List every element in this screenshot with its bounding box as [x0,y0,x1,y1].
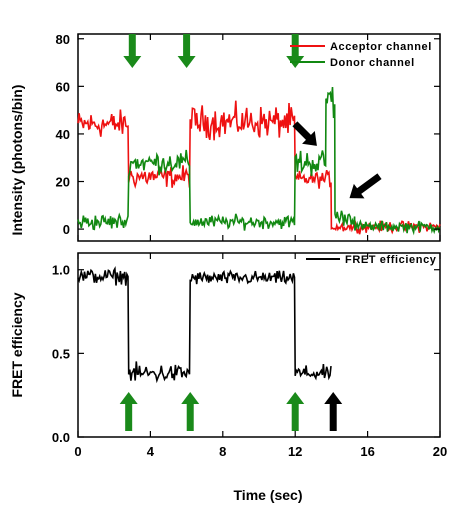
y-tick-label: 0.0 [52,430,70,445]
series-trace-acceptor-channel [77,100,441,235]
green-arrow-down-icon [286,34,305,68]
series-trace-fret-efficiency [77,266,332,384]
y-tick-label: 0 [63,222,70,237]
green-arrow-up-icon [181,392,200,431]
y-tick-label: 1.0 [52,263,70,278]
x-tick-label: 16 [360,444,374,459]
series-trace-donor-channel [77,86,441,236]
top-ylabel: Intensity (photons/bin) [9,85,25,236]
top-annotations [123,34,382,199]
bottom-xlabel: Time (sec) [234,487,303,503]
bottom-panel: 0.0 0.5 1.0 0 4 8 12 16 20 FRET efficiency FRET … [9,252,447,503]
x-tick-label: 20 [433,444,447,459]
black-arrow-icon [292,121,317,146]
top-axes-group: 0 20 40 60 80 [56,32,441,241]
top-panel: 0 20 40 60 80 Acceptor channel Donor channel… [9,32,441,242]
bottom-annotations [119,392,343,431]
x-tick-label: 12 [288,444,302,459]
bottom-plot-frame [77,252,441,438]
green-arrow-down-icon [123,34,142,68]
green-arrow-up-icon [119,392,138,431]
black-arrow-icon [349,173,382,199]
green-arrow-down-icon [177,34,196,68]
legend-label-donor: Donor channel [330,57,415,69]
legend-label-fret: FRET efficiency [345,254,437,266]
black-arrow-up-icon [324,392,343,431]
bottom-axes-group: 0.0 0.5 1.0 0 4 8 12 16 20 [52,253,447,459]
bottom-legend: FRET efficiency [306,254,437,266]
y-tick-label: 40 [56,127,70,142]
x-tick-label: 0 [74,444,81,459]
y-tick-label: 60 [56,79,70,94]
legend-label-acceptor: Acceptor channel [330,41,432,53]
bottom-ylabel: FRET efficiency [9,292,25,397]
green-arrow-up-icon [286,392,305,431]
x-tick-label: 4 [147,444,155,459]
x-tick-label: 8 [219,444,226,459]
bottom-series-group [77,266,332,384]
top-legend: Acceptor channel Donor channel [290,41,432,69]
top-series-group [77,86,441,236]
y-tick-label: 20 [56,175,70,190]
top-plot-frame [77,33,441,242]
y-tick-label: 0.5 [52,346,70,361]
y-tick-label: 80 [56,32,70,47]
